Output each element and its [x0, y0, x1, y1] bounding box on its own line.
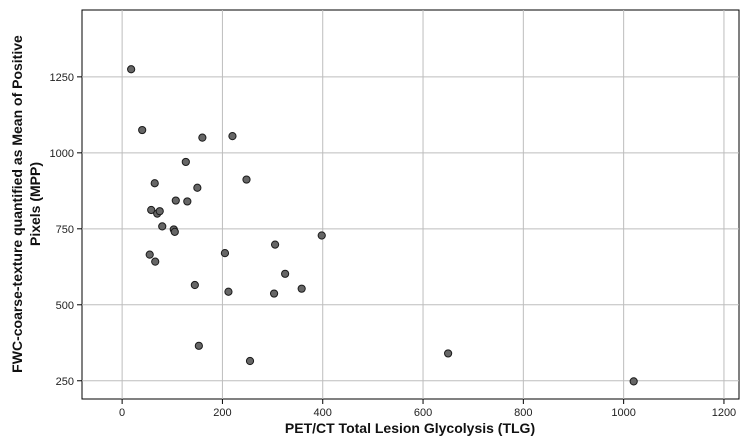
y-tick-label: 250: [56, 376, 74, 388]
x-tick-label: 200: [213, 407, 231, 419]
data-point: [170, 227, 179, 236]
plot-area: [81, 9, 740, 400]
data-point: [245, 356, 255, 366]
data-point: [297, 284, 306, 293]
data-point: [444, 349, 453, 358]
data-point: [220, 249, 230, 258]
data-point: [127, 65, 136, 74]
data-point: [269, 289, 279, 298]
y-tick-label: 750: [56, 224, 74, 236]
data-point: [151, 257, 160, 266]
data-point: [317, 231, 326, 240]
data-point: [145, 250, 154, 259]
data-point: [171, 196, 180, 205]
data-point: [629, 377, 638, 386]
x-tick-label: 600: [414, 407, 432, 419]
data-point: [190, 280, 199, 290]
data-point: [181, 157, 190, 167]
y-tick-label: 1000: [50, 148, 74, 160]
x-tick-label: 1000: [611, 407, 635, 419]
x-tick-label: 800: [514, 407, 532, 419]
data-point: [194, 341, 203, 350]
x-tick-label: 1200: [712, 407, 736, 419]
data-point: [193, 183, 202, 192]
y-axis-title-line-2: Pixels (MPP): [27, 162, 43, 246]
data-point: [138, 125, 147, 135]
y-axis-title-line-1: FWC-coarse-texture quantified as Mean of…: [9, 35, 25, 373]
data-point: [228, 132, 237, 141]
data-point: [270, 240, 280, 249]
data-point: [224, 287, 233, 296]
x-tick-label: 400: [314, 407, 332, 419]
data-point: [155, 207, 164, 216]
data-point: [198, 133, 207, 142]
data-point: [281, 269, 290, 278]
data-point: [242, 175, 251, 184]
x-axis-title: PET/CT Total Lesion Glycolysis (TLG): [285, 420, 535, 436]
data-point: [183, 197, 192, 206]
data-point: [147, 205, 156, 215]
x-tick-label: 0: [119, 407, 125, 419]
y-tick-label: 500: [56, 300, 74, 312]
y-tick-label: 1250: [50, 72, 74, 84]
data-point: [158, 222, 167, 231]
data-point: [150, 179, 159, 188]
